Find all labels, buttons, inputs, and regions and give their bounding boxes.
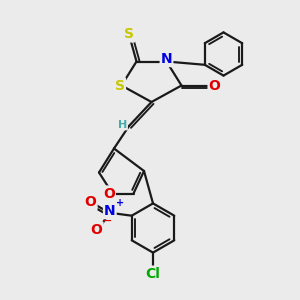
Text: O: O	[85, 195, 97, 209]
Text: O: O	[91, 223, 103, 236]
Text: O: O	[208, 79, 220, 92]
Text: H: H	[118, 119, 127, 130]
Text: S: S	[124, 28, 134, 41]
Text: N: N	[161, 52, 172, 66]
Text: Cl: Cl	[146, 267, 160, 280]
Text: −: −	[103, 216, 112, 226]
Text: N: N	[104, 204, 116, 218]
Text: S: S	[115, 79, 125, 92]
Text: +: +	[116, 198, 124, 208]
Text: O: O	[103, 187, 115, 200]
